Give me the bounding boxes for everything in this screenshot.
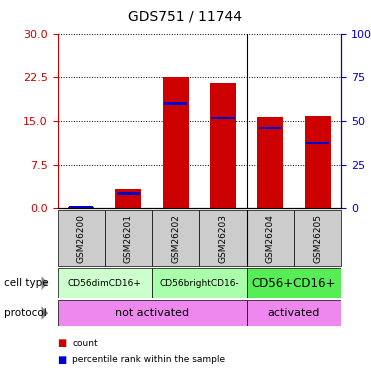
Bar bbox=[210, 83, 236, 208]
FancyBboxPatch shape bbox=[247, 268, 341, 298]
Bar bbox=[163, 77, 189, 208]
Bar bbox=[259, 127, 282, 129]
FancyBboxPatch shape bbox=[247, 210, 294, 266]
Text: GSM26203: GSM26203 bbox=[219, 214, 227, 262]
Text: activated: activated bbox=[268, 308, 320, 318]
FancyBboxPatch shape bbox=[58, 268, 152, 298]
FancyBboxPatch shape bbox=[105, 210, 152, 266]
Bar bbox=[115, 189, 141, 208]
FancyBboxPatch shape bbox=[294, 210, 341, 266]
Text: percentile rank within the sample: percentile rank within the sample bbox=[72, 356, 226, 364]
Bar bbox=[305, 116, 331, 208]
Text: GSM26202: GSM26202 bbox=[171, 214, 180, 262]
Bar bbox=[69, 206, 93, 209]
Text: ■: ■ bbox=[58, 355, 67, 365]
FancyBboxPatch shape bbox=[58, 210, 105, 266]
Text: GSM26200: GSM26200 bbox=[77, 214, 86, 262]
Bar bbox=[117, 192, 140, 195]
Text: GSM26204: GSM26204 bbox=[266, 214, 275, 262]
Text: CD56brightCD16-: CD56brightCD16- bbox=[160, 279, 239, 288]
Bar bbox=[257, 117, 283, 208]
Text: ■: ■ bbox=[58, 338, 67, 348]
FancyBboxPatch shape bbox=[247, 300, 341, 326]
Text: count: count bbox=[72, 339, 98, 348]
Text: CD56+CD16+: CD56+CD16+ bbox=[252, 277, 336, 290]
Bar bbox=[68, 207, 94, 208]
Text: protocol: protocol bbox=[4, 308, 46, 318]
FancyBboxPatch shape bbox=[152, 210, 200, 266]
Text: GSM26205: GSM26205 bbox=[313, 214, 322, 262]
Text: GDS751 / 11744: GDS751 / 11744 bbox=[128, 9, 243, 23]
Bar bbox=[306, 142, 329, 144]
Text: CD56dimCD16+: CD56dimCD16+ bbox=[68, 279, 142, 288]
FancyBboxPatch shape bbox=[200, 210, 247, 266]
FancyBboxPatch shape bbox=[152, 268, 247, 298]
Text: cell type: cell type bbox=[4, 278, 48, 288]
Bar bbox=[211, 117, 235, 119]
Text: not activated: not activated bbox=[115, 308, 189, 318]
Text: GSM26201: GSM26201 bbox=[124, 214, 133, 262]
FancyBboxPatch shape bbox=[58, 300, 247, 326]
Bar bbox=[164, 102, 187, 105]
